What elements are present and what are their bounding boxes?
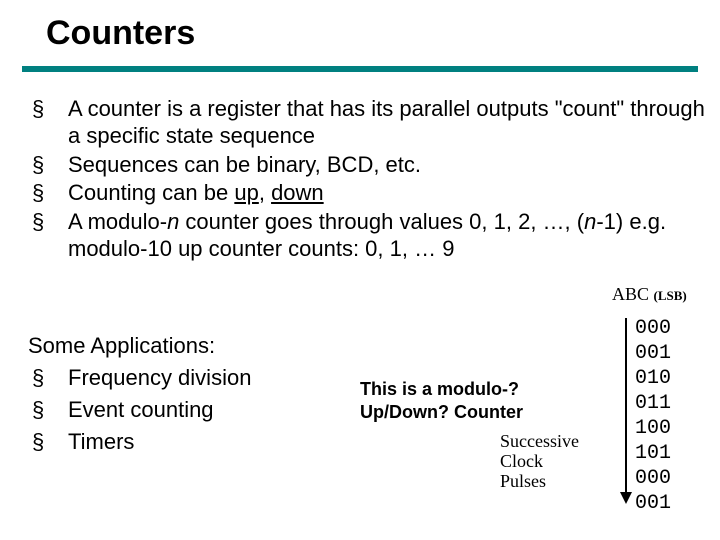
bullet-text: A counter is a register that has its par… (68, 96, 708, 150)
bullet-text: A modulo-n counter goes through values 0… (68, 209, 708, 263)
applications-heading: Some Applications: (28, 330, 348, 362)
applications-list: Some Applications: § Frequency division … (28, 330, 348, 458)
successive-line: Successive (500, 432, 579, 452)
bullet-marker-icon: § (28, 362, 68, 394)
sequence-value: 010 (635, 366, 671, 391)
bullet-marker-icon: § (28, 426, 68, 458)
arrow-shaft (625, 318, 627, 494)
successive-line: Clock (500, 452, 579, 472)
arrow-head (620, 492, 632, 504)
sequence-value: 000 (635, 316, 671, 341)
bullet-item: § A counter is a register that has its p… (28, 96, 708, 150)
question-line: This is a modulo-? (360, 378, 590, 401)
bullet-text: Event counting (68, 394, 348, 426)
bullet-marker-icon: § (28, 209, 68, 263)
slide-title: Counters (46, 14, 195, 53)
abc-header: ABC (LSB) (612, 284, 687, 305)
text-fragment: A modulo- (68, 209, 167, 234)
underlined-text: down (271, 180, 324, 205)
sequence-value: 000 (635, 466, 671, 491)
title-underline-rule (22, 66, 698, 72)
bullet-text: Frequency division (68, 362, 348, 394)
bullet-marker-icon: § (28, 96, 68, 150)
lsb-label: (LSB) (654, 288, 687, 303)
text-fragment: Counting can be (68, 180, 234, 205)
text-fragment: , (259, 180, 271, 205)
italic-text: n (167, 209, 179, 234)
sequence-value: 100 (635, 416, 671, 441)
bullet-text: Timers (68, 426, 348, 458)
abc-label: ABC (612, 284, 649, 304)
bullet-marker-icon: § (28, 180, 68, 207)
underlined-text: up (234, 180, 258, 205)
sequence-value: 011 (635, 391, 671, 416)
bullet-item: § A modulo-n counter goes through values… (28, 209, 708, 263)
down-arrow-icon (620, 318, 632, 506)
bullet-marker-icon: § (28, 394, 68, 426)
bullet-text: Sequences can be binary, BCD, etc. (68, 152, 708, 179)
bullet-marker-icon: § (28, 152, 68, 179)
text-fragment: counter goes through values 0, 1, 2, …, … (179, 209, 584, 234)
bullet-item: § Event counting (28, 394, 348, 426)
bullet-item: § Timers (28, 426, 348, 458)
bullet-item: § Sequences can be binary, BCD, etc. (28, 152, 708, 179)
italic-text: n (584, 209, 596, 234)
sequence-value: 001 (635, 491, 671, 516)
successive-line: Pulses (500, 472, 579, 492)
slide: Counters § A counter is a register that … (0, 0, 720, 540)
question-line: Up/Down? Counter (360, 401, 590, 424)
sequence-value: 101 (635, 441, 671, 466)
bullet-item: § Frequency division (28, 362, 348, 394)
count-sequence: 000 001 010 011 100 101 000 001 (635, 316, 671, 516)
main-bullet-list: § A counter is a register that has its p… (28, 96, 708, 265)
bullet-text: Counting can be up, down (68, 180, 708, 207)
sequence-value: 001 (635, 341, 671, 366)
successive-label: Successive Clock Pulses (500, 432, 579, 491)
question-label: This is a modulo-? Up/Down? Counter (360, 378, 590, 423)
bullet-item: § Counting can be up, down (28, 180, 708, 207)
